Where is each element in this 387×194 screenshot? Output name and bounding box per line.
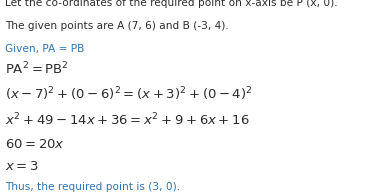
Text: Thus, the required point is (3, 0).: Thus, the required point is (3, 0). — [5, 182, 180, 192]
Text: The given points are A (7, 6) and B (-3, 4).: The given points are A (7, 6) and B (-3,… — [5, 21, 229, 31]
Text: $x^2+49-14x+36=x^2+9+6x+16$: $x^2+49-14x+36=x^2+9+6x+16$ — [5, 111, 250, 128]
Text: Given, PA = PB: Given, PA = PB — [5, 44, 84, 54]
Text: $60=20x$: $60=20x$ — [5, 138, 65, 151]
Text: $x=3$: $x=3$ — [5, 160, 39, 173]
Text: $(x-7)^2+(0-6)^2=(x+3)^2+(0-4)^2$: $(x-7)^2+(0-6)^2=(x+3)^2+(0-4)^2$ — [5, 85, 253, 103]
Text: $\mathrm{PA}^2 = \mathrm{PB}^2$: $\mathrm{PA}^2 = \mathrm{PB}^2$ — [5, 61, 69, 78]
Text: Let the co-ordinates of the required point on x-axis be P (x, 0).: Let the co-ordinates of the required poi… — [5, 0, 337, 8]
